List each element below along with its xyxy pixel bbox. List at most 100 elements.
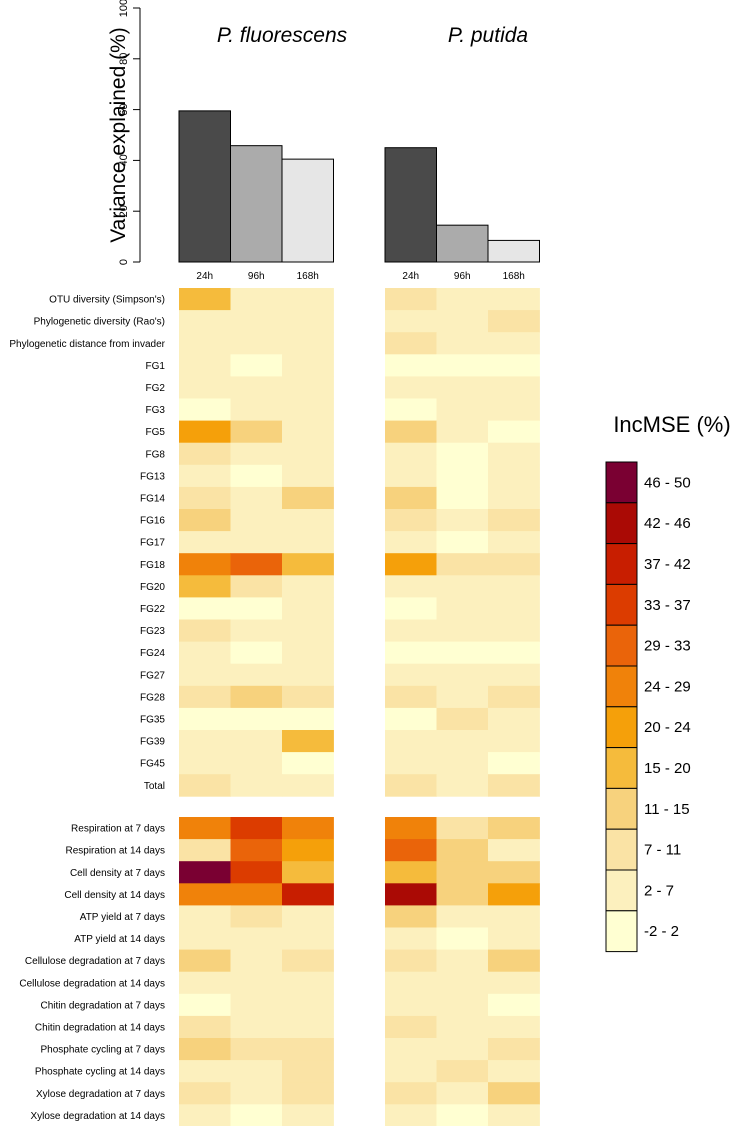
row-label: FG16	[140, 516, 165, 527]
heatmap-cell	[230, 993, 283, 1017]
heatmap-cell	[230, 553, 283, 576]
heatmap-cell	[385, 376, 437, 399]
heatmap-cell	[436, 398, 489, 421]
heatmap-cell	[385, 288, 437, 311]
legend-swatch	[605, 502, 638, 545]
heatmap-cell	[179, 774, 231, 797]
heatmap-cell	[179, 663, 231, 687]
heatmap-cell	[230, 486, 283, 510]
legend-swatch	[605, 747, 638, 789]
heatmap-cell	[385, 509, 437, 532]
legend-label: 29 - 33	[644, 638, 691, 655]
row-label: Cell density at 7 days	[70, 868, 165, 879]
legend-title: IncMSE (%)	[613, 412, 730, 437]
x-tick-label: 168h	[503, 271, 525, 282]
legend-label: 2 - 7	[644, 882, 674, 899]
heatmap-cell	[282, 420, 334, 444]
heatmap-cell	[179, 971, 231, 995]
heatmap-cell	[282, 575, 334, 598]
heatmap-cell	[488, 1082, 540, 1105]
row-label: FG17	[140, 538, 165, 549]
heatmap-cell	[230, 905, 283, 928]
legend-label: 7 - 11	[644, 842, 681, 859]
legend-swatch	[605, 828, 638, 871]
panel-title: P. fluorescens	[217, 24, 348, 47]
heatmap-cell	[488, 861, 540, 884]
x-tick-label: 96h	[454, 271, 471, 282]
heatmap-cell	[385, 971, 437, 995]
heatmap-cell	[282, 730, 334, 753]
y-tick-label: 80	[118, 53, 130, 65]
legend-swatch	[605, 787, 638, 830]
legend-swatch	[605, 583, 638, 626]
heatmap-cell	[385, 1038, 437, 1061]
heatmap-cell	[488, 1038, 540, 1061]
heatmap-cell	[282, 707, 334, 731]
heatmap-cell	[179, 1038, 231, 1061]
heatmap-cell	[488, 398, 540, 421]
heatmap-cell	[436, 1082, 489, 1105]
heatmap-cell	[385, 486, 437, 510]
legend-label: 46 - 50	[644, 474, 691, 491]
heatmap-cell	[230, 332, 283, 355]
heatmap-cell	[282, 1060, 334, 1083]
row-label: FG3	[146, 405, 166, 416]
heatmap-cell	[436, 442, 489, 466]
heatmap-cell	[282, 949, 334, 973]
y-tick-label: 0	[118, 259, 130, 265]
heatmap-cell	[488, 354, 540, 377]
heatmap-cell	[488, 442, 540, 466]
row-label: FG2	[146, 383, 166, 394]
heatmap-cell	[385, 927, 437, 950]
row-label: FG18	[140, 560, 165, 571]
row-label: FG1	[146, 361, 166, 372]
heatmap-cell	[436, 597, 489, 620]
y-axis-label: Variance explained (%)	[107, 27, 130, 243]
heatmap-cell	[282, 774, 334, 797]
heatmap-cell	[488, 993, 540, 1017]
heatmap-cell	[436, 971, 489, 995]
heatmap-cell	[282, 354, 334, 377]
legend-label: 37 - 42	[644, 556, 691, 573]
heatmap-cell	[385, 774, 437, 797]
heatmap-cell	[230, 442, 283, 466]
heatmap-cell	[436, 1038, 489, 1061]
heatmap-cell	[179, 354, 231, 377]
heatmap-cell	[488, 927, 540, 950]
heatmap-cell	[385, 993, 437, 1017]
heatmap-cell	[488, 730, 540, 753]
heatmap-cell	[230, 288, 283, 311]
x-tick-label: 168h	[297, 271, 319, 282]
heatmap-cell	[179, 949, 231, 973]
heatmap-cell	[436, 817, 489, 840]
heatmap-cell	[385, 883, 437, 906]
heatmap-cell	[230, 398, 283, 421]
heatmap-cell	[436, 752, 489, 775]
heatmap-cell	[179, 509, 231, 532]
heatmap-cell	[488, 883, 540, 906]
heatmap-cell	[179, 442, 231, 466]
heatmap-cell	[282, 861, 334, 884]
heatmap-cell	[436, 839, 489, 862]
heatmap-cell	[488, 376, 540, 399]
heatmap-cell	[179, 752, 231, 775]
heatmap-cell	[179, 817, 231, 840]
heatmap-cell	[179, 1104, 231, 1126]
heatmap-cell	[230, 861, 283, 884]
heatmap-cell	[230, 1015, 283, 1039]
heatmap-cell	[230, 949, 283, 973]
heatmap-cell	[436, 486, 489, 510]
row-label: FG5	[146, 427, 166, 438]
heatmap-cell	[230, 1060, 283, 1083]
heatmap-cell	[385, 531, 437, 554]
heatmap-cell	[230, 730, 283, 753]
heatmap-cell	[436, 1015, 489, 1039]
heatmap-cell	[436, 730, 489, 753]
heatmap-cell	[282, 376, 334, 399]
legend: IncMSE (%) 46 - 50 42 - 46 37 - 42 33 - 37 29…	[605, 412, 731, 953]
row-label: FG39	[140, 737, 165, 748]
heatmap-cell	[385, 685, 437, 709]
heatmap-cell	[436, 619, 489, 642]
heatmap-cell	[179, 1082, 231, 1105]
heatmap-cell	[385, 398, 437, 421]
